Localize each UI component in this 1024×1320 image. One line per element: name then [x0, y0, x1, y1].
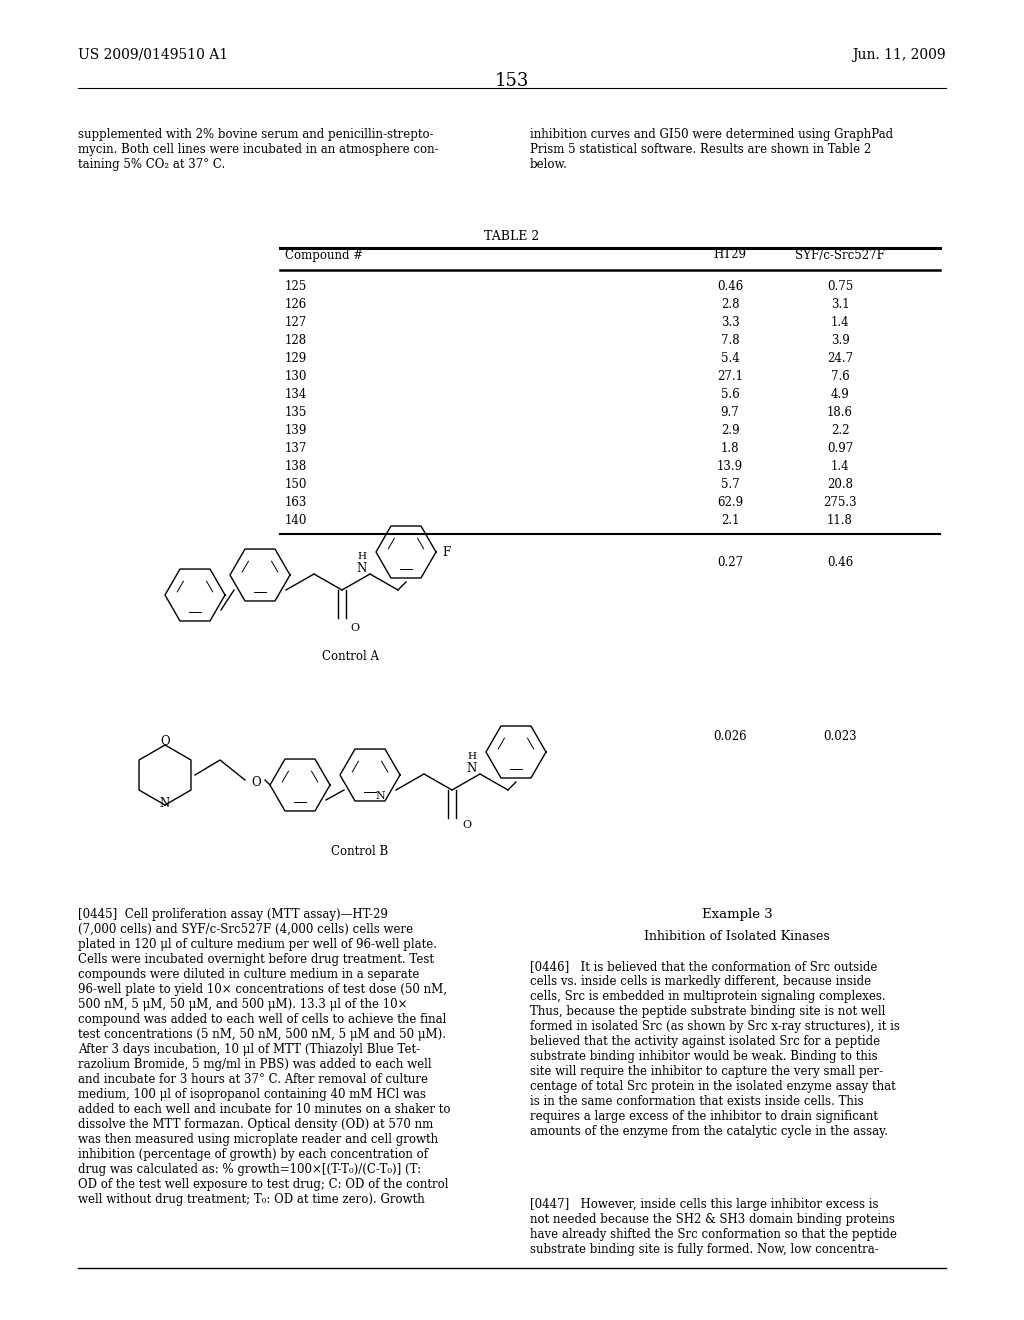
Text: 0.46: 0.46 — [826, 556, 853, 569]
Text: 13.9: 13.9 — [717, 459, 743, 473]
Text: N: N — [356, 562, 368, 576]
Text: 3.3: 3.3 — [721, 315, 739, 329]
Text: O: O — [350, 623, 359, 634]
Text: 0.97: 0.97 — [826, 442, 853, 455]
Text: 139: 139 — [285, 424, 307, 437]
Text: [0446]   It is believed that the conformation of Src outside
cells vs. inside ce: [0446] It is believed that the conformat… — [530, 960, 900, 1138]
Text: 0.27: 0.27 — [717, 556, 743, 569]
Text: HT29: HT29 — [714, 248, 746, 261]
Text: 125: 125 — [285, 280, 307, 293]
Text: 27.1: 27.1 — [717, 370, 743, 383]
Text: 135: 135 — [285, 407, 307, 418]
Text: 20.8: 20.8 — [827, 478, 853, 491]
Text: N: N — [467, 762, 477, 775]
Text: Compound #: Compound # — [285, 248, 364, 261]
Text: Inhibition of Isolated Kinases: Inhibition of Isolated Kinases — [644, 931, 829, 942]
Text: 0.75: 0.75 — [826, 280, 853, 293]
Text: 3.9: 3.9 — [830, 334, 849, 347]
Text: N: N — [375, 791, 385, 801]
Text: 18.6: 18.6 — [827, 407, 853, 418]
Text: 128: 128 — [285, 334, 307, 347]
Text: 134: 134 — [285, 388, 307, 401]
Text: 129: 129 — [285, 352, 307, 366]
Text: 1.8: 1.8 — [721, 442, 739, 455]
Text: US 2009/0149510 A1: US 2009/0149510 A1 — [78, 48, 228, 62]
Text: 24.7: 24.7 — [827, 352, 853, 366]
Text: 1.4: 1.4 — [830, 315, 849, 329]
Text: 2.9: 2.9 — [721, 424, 739, 437]
Text: supplemented with 2% bovine serum and penicillin-strepto-
mycin. Both cell lines: supplemented with 2% bovine serum and pe… — [78, 128, 438, 172]
Text: 2.1: 2.1 — [721, 513, 739, 527]
Text: 5.6: 5.6 — [721, 388, 739, 401]
Text: 11.8: 11.8 — [827, 513, 853, 527]
Text: 5.4: 5.4 — [721, 352, 739, 366]
Text: O: O — [462, 820, 471, 830]
Text: 3.1: 3.1 — [830, 298, 849, 312]
Text: 0.46: 0.46 — [717, 280, 743, 293]
Text: 140: 140 — [285, 513, 307, 527]
Text: 163: 163 — [285, 496, 307, 510]
Text: 0.023: 0.023 — [823, 730, 857, 743]
Text: 9.7: 9.7 — [721, 407, 739, 418]
Text: 137: 137 — [285, 442, 307, 455]
Text: Control A: Control A — [322, 649, 379, 663]
Text: O: O — [160, 735, 170, 748]
Text: 5.7: 5.7 — [721, 478, 739, 491]
Text: Jun. 11, 2009: Jun. 11, 2009 — [852, 48, 946, 62]
Text: 0.026: 0.026 — [713, 730, 746, 743]
Text: 150: 150 — [285, 478, 307, 491]
Text: inhibition curves and GI50 were determined using GraphPad
Prism 5 statistical so: inhibition curves and GI50 were determin… — [530, 128, 893, 172]
Text: F: F — [442, 545, 451, 558]
Text: 275.3: 275.3 — [823, 496, 857, 510]
Text: 127: 127 — [285, 315, 307, 329]
Text: 130: 130 — [285, 370, 307, 383]
Text: 7.8: 7.8 — [721, 334, 739, 347]
Text: Example 3: Example 3 — [701, 908, 772, 921]
Text: 62.9: 62.9 — [717, 496, 743, 510]
Text: H: H — [468, 752, 476, 762]
Text: O: O — [251, 776, 261, 788]
Text: Control B: Control B — [332, 845, 389, 858]
Text: SYF/c-Src527F: SYF/c-Src527F — [795, 248, 885, 261]
Text: 4.9: 4.9 — [830, 388, 849, 401]
Text: H: H — [357, 552, 367, 561]
Text: N: N — [160, 797, 170, 810]
Text: 126: 126 — [285, 298, 307, 312]
Text: 1.4: 1.4 — [830, 459, 849, 473]
Text: 2.2: 2.2 — [830, 424, 849, 437]
Text: [0445]  Cell proliferation assay (MTT assay)—HT-29
(7,000 cells) and SYF/c-Src52: [0445] Cell proliferation assay (MTT ass… — [78, 908, 451, 1206]
Text: [0447]   However, inside cells this large inhibitor excess is
not needed because: [0447] However, inside cells this large … — [530, 1199, 897, 1257]
Text: TABLE 2: TABLE 2 — [484, 230, 540, 243]
Text: 138: 138 — [285, 459, 307, 473]
Text: 7.6: 7.6 — [830, 370, 849, 383]
Text: 153: 153 — [495, 73, 529, 90]
Text: 2.8: 2.8 — [721, 298, 739, 312]
